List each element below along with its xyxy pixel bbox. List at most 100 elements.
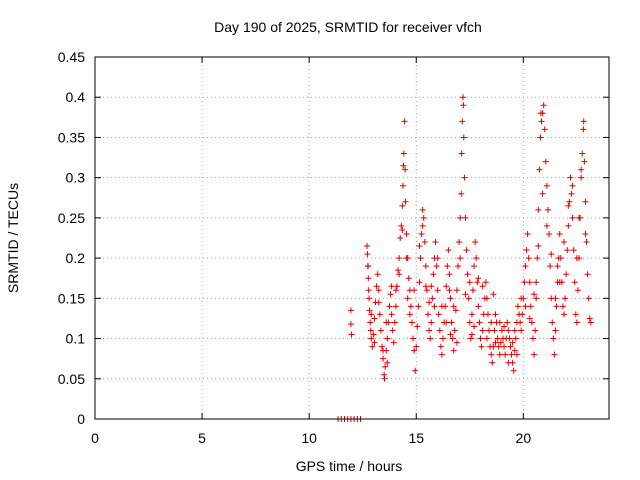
data-point [400, 150, 407, 157]
data-point [370, 331, 377, 338]
data-point [391, 319, 398, 326]
data-point [580, 126, 587, 133]
data-point [486, 327, 493, 334]
y-tick-labels: 0 0.05 0.1 0.15 0.2 0.25 0.3 0.35 0.4 0.45 [58, 49, 85, 427]
data-point [532, 327, 539, 334]
data-point [536, 166, 543, 173]
data-point [522, 303, 529, 310]
data-point [399, 182, 406, 189]
x-tick-label: 0 [91, 430, 99, 446]
data-point [428, 283, 435, 290]
data-point [462, 291, 469, 298]
data-point [378, 343, 385, 350]
data-point [561, 239, 568, 246]
data-point [440, 335, 447, 342]
data-point [511, 327, 518, 334]
data-point [475, 275, 482, 282]
y-tick-label: 0.2 [66, 250, 86, 266]
data-point [456, 239, 463, 246]
data-point [543, 222, 550, 229]
data-point [543, 182, 550, 189]
data-point [544, 206, 551, 213]
data-point [562, 295, 569, 302]
data-point [504, 319, 511, 326]
data-point [508, 351, 515, 358]
data-point [401, 118, 408, 125]
data-point [393, 283, 400, 290]
data-point [389, 327, 396, 334]
data-point [376, 311, 383, 318]
data-point [528, 319, 535, 326]
data-point [549, 319, 556, 326]
data-point [402, 166, 409, 173]
data-point [457, 214, 464, 221]
data-point [384, 335, 391, 342]
data-point [426, 327, 433, 334]
data-point [556, 279, 563, 286]
data-point [497, 339, 504, 346]
data-point [587, 319, 594, 326]
data-point [365, 263, 372, 270]
data-point [565, 222, 572, 229]
data-point [523, 247, 530, 254]
data-point [541, 126, 548, 133]
data-point [411, 347, 418, 354]
data-point [460, 134, 467, 141]
data-point [498, 327, 505, 334]
data-point [495, 343, 502, 350]
data-point [446, 287, 453, 294]
data-point [521, 279, 528, 286]
data-point [483, 335, 490, 342]
data-point [438, 303, 445, 310]
data-point [436, 327, 443, 334]
data-points [335, 94, 594, 422]
data-point [459, 118, 466, 125]
data-point [565, 202, 572, 209]
data-point [479, 327, 486, 334]
data-point [347, 307, 354, 314]
data-point [380, 355, 387, 362]
data-point [408, 319, 415, 326]
data-point [455, 263, 462, 270]
data-point [533, 279, 540, 286]
data-point [492, 311, 499, 318]
y-tick-label: 0.45 [58, 49, 85, 65]
data-point [430, 271, 437, 278]
data-point [421, 239, 428, 246]
chart-title: Day 190 of 2025, SRMTID for receiver vfc… [214, 19, 482, 35]
data-point [488, 319, 495, 326]
data-point [496, 351, 503, 358]
data-point [398, 222, 405, 229]
data-point [447, 331, 454, 338]
data-point [461, 174, 468, 181]
y-tick-label: 0.4 [66, 89, 86, 105]
data-point [507, 343, 514, 350]
data-point [466, 279, 473, 286]
data-point [449, 335, 456, 342]
data-point [539, 190, 546, 197]
data-point [506, 335, 513, 342]
data-point [426, 299, 433, 306]
data-point [434, 287, 441, 294]
data-point [524, 230, 531, 237]
data-point [388, 311, 395, 318]
data-point [448, 319, 455, 326]
data-point [450, 347, 457, 354]
data-point [578, 174, 585, 181]
data-point [382, 363, 389, 370]
data-point [423, 287, 430, 294]
data-point [579, 150, 586, 157]
y-tick-label: 0.15 [58, 290, 85, 306]
data-point [443, 283, 450, 290]
data-point [482, 279, 489, 286]
x-axis-label: GPS time / hours [296, 458, 403, 474]
data-point [413, 343, 420, 350]
data-point [468, 311, 475, 318]
data-point [584, 271, 591, 278]
data-point [447, 295, 454, 302]
data-point [365, 275, 372, 282]
data-point [416, 279, 423, 286]
data-point [529, 335, 536, 342]
data-point [559, 303, 566, 310]
